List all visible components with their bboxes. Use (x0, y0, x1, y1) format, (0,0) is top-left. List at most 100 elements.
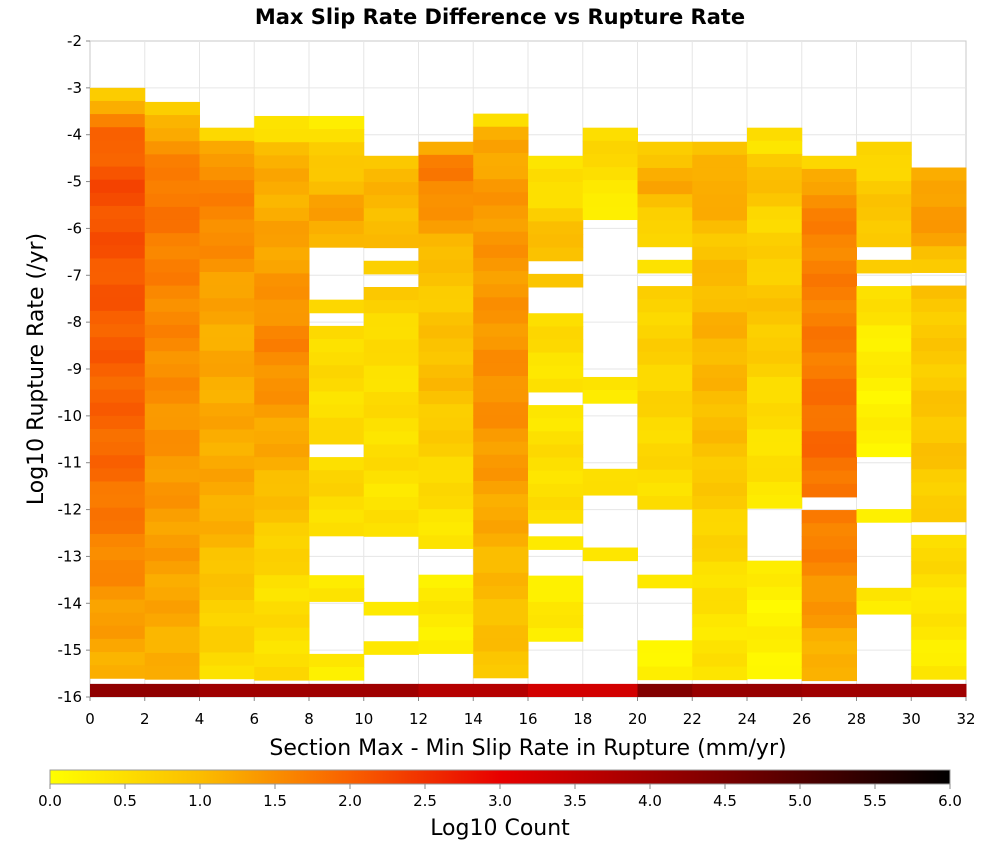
heatmap-cell (637, 141, 693, 156)
heatmap-cell (856, 377, 912, 392)
heatmap-cell (692, 561, 748, 576)
heatmap-cell (199, 442, 255, 457)
heatmap-cell (692, 627, 748, 641)
heatmap-cell (363, 483, 419, 498)
heatmap-cell (199, 206, 255, 221)
heatmap-cell (911, 324, 967, 339)
heatmap-cell (199, 258, 255, 273)
heatmap-cell (199, 324, 255, 339)
heatmap-cell (254, 207, 310, 222)
heatmap-cell (418, 640, 474, 654)
heatmap-cell (144, 193, 200, 208)
heatmap-cell (144, 574, 200, 588)
x-tick-label: 28 (847, 710, 866, 728)
heatmap-cell (473, 362, 529, 377)
heatmap-cell (144, 298, 200, 313)
x-tick-label: 14 (464, 710, 483, 728)
heatmap-cell (637, 233, 693, 248)
heatmap-cell (692, 299, 748, 313)
heatmap-cell (199, 363, 255, 378)
heatmap-cell (801, 641, 857, 655)
heatmap-cell (911, 652, 967, 667)
colorbar-tick-label: 6.0 (938, 792, 962, 810)
heatmap-cell (363, 496, 419, 511)
heatmap-cell (254, 378, 310, 392)
heatmap-cell (144, 613, 200, 628)
heatmap-cell (473, 113, 529, 128)
heatmap-cell (747, 376, 803, 391)
heatmap-cell (199, 626, 255, 640)
heatmap-cell (144, 534, 200, 549)
heatmap-cell (692, 666, 748, 681)
heatmap-cell (363, 601, 419, 616)
heatmap-cell (801, 457, 857, 472)
heatmap-cell (418, 351, 474, 366)
heatmap-cell (473, 244, 529, 259)
heatmap-cell (199, 127, 255, 142)
heatmap-cell (144, 469, 200, 483)
heatmap-cell (418, 469, 474, 484)
heatmap-cell (473, 310, 529, 325)
heatmap-cell (801, 273, 857, 288)
heatmap-cell (473, 664, 529, 679)
heatmap-cell (747, 652, 803, 667)
heatmap-cell (528, 208, 584, 222)
heatmap-cell (418, 246, 474, 261)
heatmap-cell (473, 441, 529, 456)
heatmap-cells (90, 87, 967, 697)
heatmap-cell (418, 167, 474, 182)
colorbar-tick-label: 0.5 (113, 792, 137, 810)
heatmap-cell (254, 470, 310, 484)
heatmap-cell (199, 193, 255, 207)
heatmap-cell (528, 352, 584, 367)
heatmap-cell (473, 625, 529, 639)
heatmap-cell (90, 428, 146, 443)
heatmap-cell (801, 378, 857, 393)
heatmap-cell (637, 325, 693, 340)
colorbar-tick-label: 1.5 (263, 792, 287, 810)
heatmap-cell (254, 683, 310, 697)
heatmap-cell (692, 653, 748, 668)
heatmap-cell (911, 443, 967, 457)
heatmap-cell (90, 324, 146, 338)
heatmap-cell (144, 154, 200, 169)
heatmap-cell (144, 600, 200, 615)
y-tick-label: -10 (58, 407, 83, 425)
heatmap-cell (90, 573, 146, 587)
heatmap-cell (801, 418, 857, 432)
heatmap-cell (144, 521, 200, 536)
heatmap-cell (528, 313, 584, 327)
heatmap-cell (144, 167, 200, 182)
heatmap-cell (254, 339, 310, 353)
heatmap-cell (747, 481, 803, 496)
heatmap-cell (747, 626, 803, 640)
heatmap-cell (747, 350, 803, 365)
heatmap-cell (254, 247, 310, 261)
heatmap-cell (418, 207, 474, 221)
heatmap-cell (747, 455, 803, 470)
heatmap-cell (801, 391, 857, 406)
x-axis-ticks: 0 2 4 6 8 10 12 14 16 18 20 22 24 26 28 30 32 (85, 697, 976, 728)
heatmap-cell (637, 207, 693, 221)
heatmap-cell (309, 404, 365, 419)
heatmap-cell (309, 653, 365, 668)
heatmap-cell (90, 652, 146, 666)
heatmap-cell (637, 259, 693, 274)
heatmap-cell (363, 287, 419, 301)
heatmap-cell (692, 338, 748, 353)
heatmap-cell (747, 442, 803, 457)
heatmap-cell (144, 443, 200, 457)
x-tick-label: 0 (85, 710, 95, 728)
heatmap-cell (254, 312, 310, 327)
heatmap-cell (801, 195, 857, 209)
heatmap-cell (747, 127, 803, 142)
heatmap-cell (144, 115, 200, 129)
heatmap-cell (418, 404, 474, 418)
heatmap-cell (90, 638, 146, 653)
heatmap-cell (418, 522, 474, 536)
heatmap-cell (801, 575, 857, 590)
heatmap-cell (747, 468, 803, 483)
heatmap-cell (747, 363, 803, 378)
heatmap-cell (254, 562, 310, 576)
x-tick-label: 6 (249, 710, 259, 728)
